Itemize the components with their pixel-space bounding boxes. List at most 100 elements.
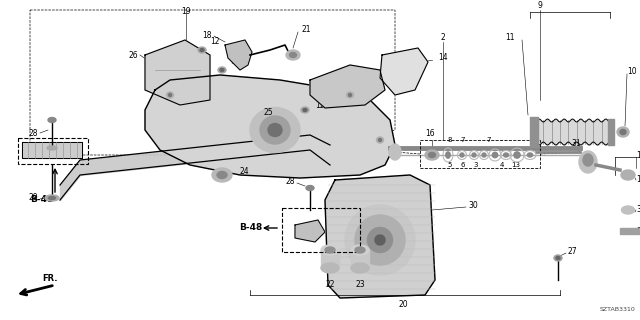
Ellipse shape	[49, 196, 56, 199]
Text: B-48: B-48	[239, 223, 262, 233]
Ellipse shape	[268, 124, 282, 137]
Ellipse shape	[621, 170, 635, 180]
Ellipse shape	[492, 152, 498, 158]
Text: B-48: B-48	[30, 196, 54, 204]
Text: 10: 10	[627, 68, 637, 76]
Ellipse shape	[472, 153, 476, 157]
Ellipse shape	[198, 47, 206, 53]
Text: 24: 24	[240, 167, 250, 177]
Ellipse shape	[389, 144, 401, 160]
Polygon shape	[380, 48, 428, 95]
Ellipse shape	[527, 153, 532, 157]
Text: 21: 21	[302, 26, 312, 35]
Ellipse shape	[355, 247, 365, 253]
Polygon shape	[325, 175, 435, 298]
Text: 17: 17	[636, 150, 640, 159]
Ellipse shape	[47, 146, 57, 150]
Bar	[608, 119, 614, 145]
Text: 4: 4	[500, 162, 504, 168]
Text: FR.: FR.	[42, 274, 58, 283]
Ellipse shape	[168, 93, 172, 97]
Ellipse shape	[425, 150, 439, 160]
Text: 33: 33	[636, 227, 640, 236]
Ellipse shape	[218, 67, 226, 73]
Ellipse shape	[556, 257, 560, 260]
Ellipse shape	[355, 215, 405, 265]
Text: 11: 11	[505, 34, 515, 43]
Ellipse shape	[220, 68, 224, 71]
Polygon shape	[145, 40, 210, 105]
Text: 26: 26	[129, 51, 138, 60]
Text: 31: 31	[571, 139, 581, 148]
Text: 14: 14	[438, 53, 447, 62]
Ellipse shape	[289, 52, 296, 58]
Ellipse shape	[460, 153, 464, 157]
Polygon shape	[22, 142, 82, 158]
Ellipse shape	[351, 245, 369, 255]
Text: 9: 9	[538, 2, 543, 11]
Ellipse shape	[48, 117, 56, 123]
Text: 28: 28	[285, 178, 295, 187]
Ellipse shape	[367, 228, 392, 252]
Bar	[18, 138, 88, 164]
Bar	[282, 208, 360, 252]
Bar	[620, 228, 640, 234]
Ellipse shape	[583, 154, 593, 166]
Ellipse shape	[554, 255, 562, 261]
Text: 12: 12	[230, 58, 239, 67]
Text: 13: 13	[511, 162, 520, 168]
Ellipse shape	[621, 206, 634, 214]
Text: 7: 7	[487, 137, 492, 143]
Ellipse shape	[200, 49, 204, 52]
Text: 3: 3	[474, 162, 478, 168]
Ellipse shape	[212, 168, 232, 182]
Polygon shape	[225, 40, 252, 70]
Ellipse shape	[375, 235, 385, 245]
Ellipse shape	[286, 50, 300, 60]
Polygon shape	[295, 220, 325, 242]
Ellipse shape	[349, 93, 351, 97]
Ellipse shape	[514, 152, 520, 158]
Ellipse shape	[504, 153, 508, 157]
Ellipse shape	[429, 153, 435, 157]
Text: 12: 12	[315, 100, 324, 109]
Text: 20: 20	[398, 300, 408, 309]
Ellipse shape	[166, 92, 173, 98]
Text: 19: 19	[181, 7, 191, 16]
Ellipse shape	[301, 107, 309, 113]
Text: 8: 8	[448, 137, 452, 143]
Ellipse shape	[303, 108, 307, 111]
Ellipse shape	[321, 263, 339, 273]
Text: 16: 16	[425, 129, 435, 138]
Text: 12: 12	[210, 37, 220, 46]
Text: 30: 30	[468, 201, 477, 210]
Polygon shape	[310, 65, 385, 108]
Polygon shape	[145, 75, 395, 178]
Ellipse shape	[376, 137, 383, 143]
Bar	[530, 117, 538, 147]
Text: 22: 22	[325, 280, 335, 289]
Ellipse shape	[325, 247, 335, 253]
Text: 29: 29	[28, 194, 38, 203]
Ellipse shape	[45, 195, 59, 201]
Bar	[321, 250, 339, 268]
Text: 32: 32	[636, 205, 640, 214]
Bar	[351, 250, 369, 268]
Text: SZTAB3310: SZTAB3310	[599, 307, 635, 312]
Ellipse shape	[345, 205, 415, 275]
Ellipse shape	[260, 116, 290, 144]
Ellipse shape	[306, 186, 314, 190]
Ellipse shape	[482, 153, 486, 157]
Text: 25: 25	[263, 108, 273, 117]
Ellipse shape	[617, 127, 629, 137]
Bar	[420, 140, 540, 168]
Ellipse shape	[378, 139, 381, 141]
Text: 5: 5	[448, 162, 452, 168]
Ellipse shape	[620, 130, 626, 134]
Ellipse shape	[579, 151, 597, 173]
Text: 1: 1	[636, 175, 640, 185]
Text: 27: 27	[568, 247, 578, 257]
Text: 23: 23	[355, 280, 365, 289]
Text: 2: 2	[440, 34, 445, 43]
Ellipse shape	[321, 245, 339, 255]
